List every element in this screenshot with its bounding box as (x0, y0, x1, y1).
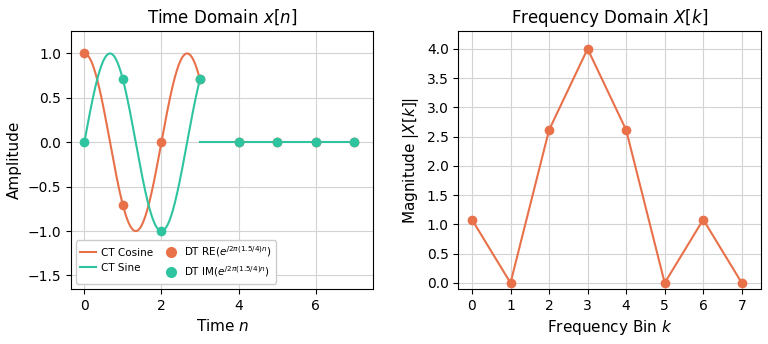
Title: Time Domain $x[n]$: Time Domain $x[n]$ (147, 8, 297, 27)
Y-axis label: Amplitude: Amplitude (7, 121, 22, 199)
X-axis label: Frequency Bin $k$: Frequency Bin $k$ (547, 318, 673, 337)
Y-axis label: Magnitude $|X[k]|$: Magnitude $|X[k]|$ (401, 96, 421, 224)
Title: Frequency Domain $X[k]$: Frequency Domain $X[k]$ (511, 7, 708, 29)
X-axis label: Time $n$: Time $n$ (196, 318, 249, 334)
Legend: CT Cosine, CT Sine, DT RE($e^{j2\pi(1.5/4)n}$), DT IM($e^{j2\pi(1.5/4)n}$): CT Cosine, CT Sine, DT RE($e^{j2\pi(1.5/… (76, 240, 276, 283)
